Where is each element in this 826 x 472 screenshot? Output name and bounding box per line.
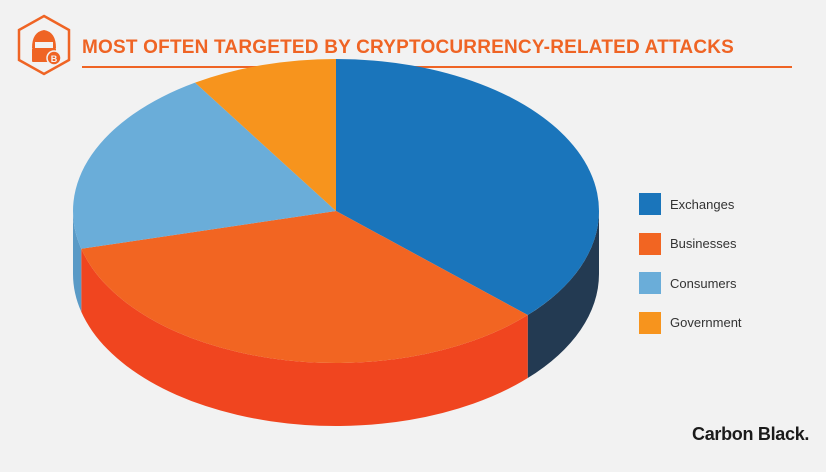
legend-label-government: Government xyxy=(670,315,742,330)
title-underline xyxy=(82,66,792,68)
legend-label-consumers: Consumers xyxy=(670,275,737,291)
legend-item-consumers: Consumers xyxy=(639,272,742,294)
legend-label-exchanges: Exchanges xyxy=(670,196,735,212)
pie-top xyxy=(72,59,599,363)
legend-swatch-businesses xyxy=(639,232,661,255)
legend-swatch-government xyxy=(639,311,661,334)
legend-item-businesses: Businesses xyxy=(639,232,742,255)
pie-side-exchanges xyxy=(527,211,599,379)
pie-slice-consumers xyxy=(72,82,337,249)
legend-item-exchanges: Exchanges xyxy=(639,193,742,215)
legend-label-businesses: Businesses xyxy=(670,236,737,251)
pie-sides xyxy=(73,211,599,426)
pie-side-businesses xyxy=(81,248,528,426)
legend-swatch-consumers xyxy=(639,272,661,294)
pie-slice-businesses xyxy=(81,211,528,363)
pie-slice-exchanges xyxy=(336,59,599,316)
svg-text:B: B xyxy=(51,54,58,64)
pie-side-consumers xyxy=(73,211,82,312)
legend-item-government: Government xyxy=(639,311,742,334)
chart-title: MOST OFTEN TARGETED BY CRYPTOCURRENCY-RE… xyxy=(82,37,735,58)
legend-swatch-exchanges xyxy=(639,193,661,215)
brand-logo: Carbon Black. xyxy=(692,424,810,444)
pie-slice-government xyxy=(195,59,336,211)
legend: Exchanges Businesses Consumers Governmen… xyxy=(639,193,742,351)
hacker-bitcoin-icon: B xyxy=(16,14,72,76)
